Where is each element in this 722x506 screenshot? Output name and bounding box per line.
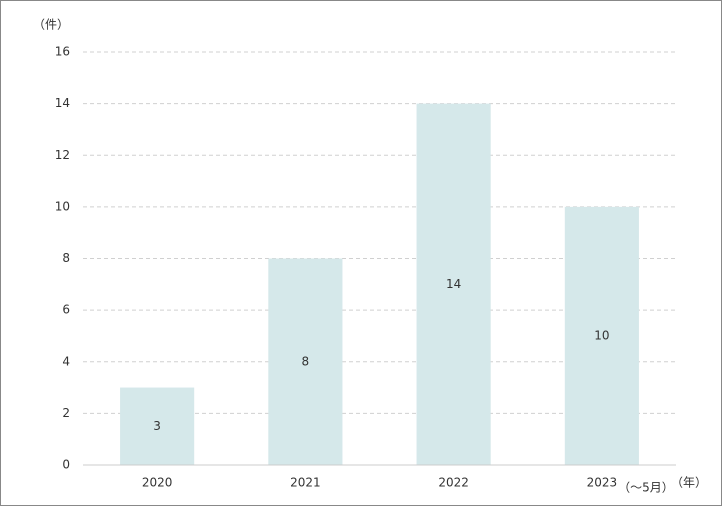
bar [564,206,639,465]
data-label: 3 [153,419,161,433]
x-tick-label: 2020 [142,476,173,490]
y-tick-label: 12 [55,148,70,162]
y-tick-label: 14 [55,96,70,110]
x-tick-label: 2021 [290,476,321,490]
data-label: 14 [446,277,461,291]
y-tick-label: 16 [55,45,70,59]
y-tick-label: 10 [55,199,70,213]
y-tick-label: 4 [62,354,70,368]
y-tick-label: 0 [62,458,70,472]
data-label: 10 [594,328,609,342]
y-tick-label: 2 [62,406,70,420]
bar [120,387,195,465]
y-tick-label: 6 [62,303,70,317]
y-tick-label: 8 [62,251,70,265]
bar [268,258,343,465]
x-tick-label: 2023 [587,476,618,490]
data-label: 8 [302,354,310,368]
bar [416,103,491,465]
x-unit: （年） [671,476,707,490]
y-unit: （件） [33,18,69,32]
x-tick-label: 2022 [438,476,469,490]
annotation: （～5月） [618,481,674,495]
